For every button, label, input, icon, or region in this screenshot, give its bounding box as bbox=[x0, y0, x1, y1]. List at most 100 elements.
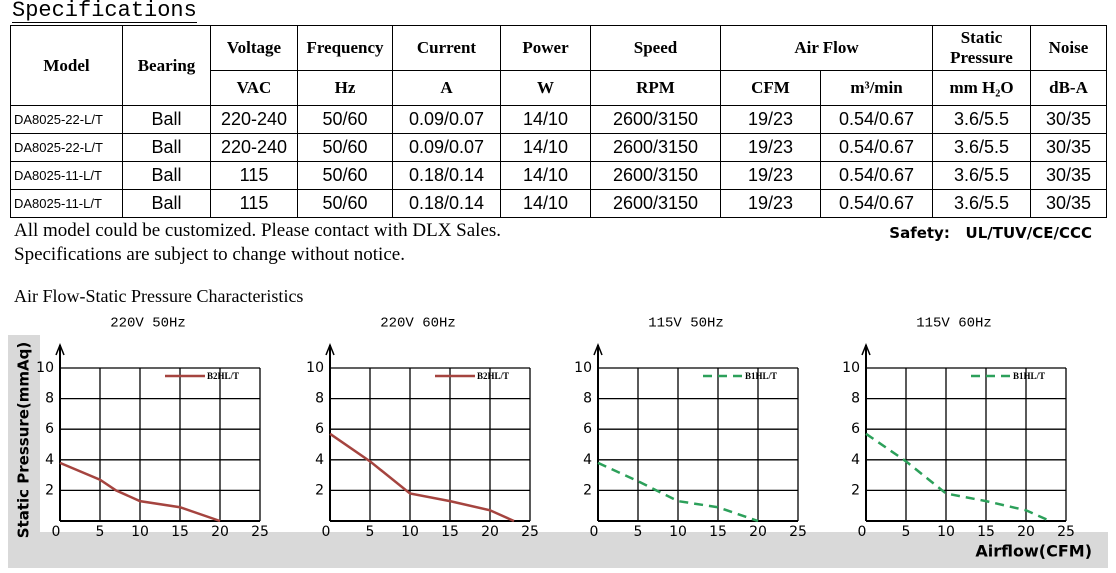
x-tick-label: 25 bbox=[521, 524, 539, 540]
x-tick-label: 0 bbox=[322, 524, 331, 540]
table-cell: DA8025-22-L/T bbox=[10, 105, 123, 134]
header-cell: Current bbox=[392, 25, 501, 71]
y-tick-label: 6 bbox=[45, 421, 54, 437]
heading: Specifications bbox=[12, 0, 197, 23]
x-tick-label: 0 bbox=[52, 524, 61, 540]
table-cell: 0.54/0.67 bbox=[820, 161, 933, 190]
safety: Safety: UL/TUV/CE/CCC bbox=[889, 224, 1092, 242]
x-tick-label: 15 bbox=[709, 524, 727, 540]
y-tick-label: 4 bbox=[45, 452, 54, 468]
x-tick-label: 5 bbox=[96, 524, 105, 540]
x-tick-label: 25 bbox=[789, 524, 807, 540]
note: All model could be customized. Please co… bbox=[14, 220, 502, 241]
x-tick-label: 20 bbox=[481, 524, 499, 540]
y-tick-label: 8 bbox=[851, 391, 860, 407]
table-cell: 19/23 bbox=[720, 105, 821, 134]
x-tick-label: 20 bbox=[1017, 524, 1035, 540]
y-tick-label: 6 bbox=[583, 421, 592, 437]
table-cell: 2600/3150 bbox=[590, 161, 721, 190]
legend-label: B1HL/T bbox=[745, 371, 777, 381]
y-tick-label: 8 bbox=[45, 391, 54, 407]
y-axis-arrow bbox=[593, 342, 603, 356]
y-tick-label: 10 bbox=[36, 360, 54, 376]
unit-cell: CFM bbox=[720, 70, 821, 106]
table-cell: 0.09/0.07 bbox=[392, 133, 501, 162]
x-tick-label: 10 bbox=[131, 524, 149, 540]
x-tick-label: 20 bbox=[211, 524, 229, 540]
safety-value: UL/TUV/CE/CCC bbox=[965, 224, 1092, 242]
y-tick-label: 6 bbox=[315, 421, 324, 437]
x-tick-label: 5 bbox=[366, 524, 375, 540]
table-cell: DA8025-11-L/T bbox=[10, 189, 123, 218]
y-tick-label: 4 bbox=[315, 452, 324, 468]
legend-label: B1HL/T bbox=[1013, 371, 1045, 381]
table-cell: 2600/3150 bbox=[590, 189, 721, 218]
table-row: DA8025-11-L/T Ball 115 50/60 0.18/0.14 14/10 2… bbox=[10, 189, 1107, 218]
line bbox=[59, 461, 221, 523]
y-tick-label: 10 bbox=[306, 360, 324, 376]
x-tick-label: 25 bbox=[251, 524, 269, 540]
chart-title: 220V 60Hz bbox=[380, 316, 456, 332]
x-tick-label: 10 bbox=[937, 524, 955, 540]
table-cell: 115 bbox=[210, 189, 298, 218]
unit-row: VAC Hz A W RPM CFM m³/min mm H₂O dB-A bbox=[11, 70, 1107, 106]
table-cell: 0.54/0.67 bbox=[820, 189, 933, 218]
x-tick-label: 15 bbox=[171, 524, 189, 540]
x-tick-label: 10 bbox=[401, 524, 419, 540]
y-tick-label: 8 bbox=[583, 391, 592, 407]
table-cell: 0.54/0.67 bbox=[820, 105, 933, 134]
y-tick-label: 4 bbox=[851, 452, 860, 468]
unit-cell: W bbox=[500, 70, 591, 106]
x-tick-label: 5 bbox=[902, 524, 911, 540]
table-cell: 50/60 bbox=[297, 105, 393, 134]
unit-cell: A bbox=[392, 70, 501, 106]
legend-label: B2HL/T bbox=[477, 371, 509, 381]
table-cell: 0.18/0.14 bbox=[392, 161, 501, 190]
table-cell: 3.6/5.5 bbox=[932, 105, 1031, 134]
y-tick-label: 8 bbox=[315, 391, 324, 407]
x-tick-label: 20 bbox=[749, 524, 767, 540]
y-tick-label: 2 bbox=[45, 482, 54, 498]
table-cell: 30/35 bbox=[1030, 189, 1107, 218]
table-cell: 30/35 bbox=[1030, 105, 1107, 134]
table-cell: 115 bbox=[210, 161, 298, 190]
y-axis-arrow bbox=[55, 342, 65, 356]
y-axis-arrow bbox=[325, 342, 335, 356]
header-cell: Frequency bbox=[297, 25, 393, 71]
spec-table: Model Bearing Voltage Frequency Current Power… bbox=[10, 25, 1107, 218]
header-cell: Noise bbox=[1030, 25, 1107, 71]
y-tick-label: 6 bbox=[851, 421, 860, 437]
table-cell: 220-240 bbox=[210, 105, 298, 134]
table-cell: 0.18/0.14 bbox=[392, 189, 501, 218]
x-axis-label: Airflow(CFM) bbox=[975, 542, 1092, 561]
line bbox=[597, 461, 759, 523]
y-tick-label: 10 bbox=[842, 360, 860, 376]
x-tick-label: 10 bbox=[669, 524, 687, 540]
x-tick-label: 15 bbox=[977, 524, 995, 540]
safety-label: Safety: bbox=[889, 224, 950, 242]
table-cell: 3.6/5.5 bbox=[932, 189, 1031, 218]
chart-title: 115V 60Hz bbox=[916, 316, 992, 332]
table-cell: 19/23 bbox=[720, 161, 821, 190]
x-tick-label: 25 bbox=[1057, 524, 1075, 540]
table-cell: 50/60 bbox=[297, 189, 393, 218]
header-cell: Bearing bbox=[122, 25, 211, 106]
y-tick-label: 2 bbox=[583, 482, 592, 498]
unit-cell: RPM bbox=[590, 70, 721, 106]
y-tick-label: 4 bbox=[583, 452, 592, 468]
table-cell: 3.6/5.5 bbox=[932, 133, 1031, 162]
line bbox=[865, 432, 1051, 523]
header-cell: Model bbox=[10, 25, 123, 106]
y-band bbox=[8, 335, 40, 568]
y-tick-label: 2 bbox=[851, 482, 860, 498]
y-tick-label: 10 bbox=[574, 360, 592, 376]
table-cell: 19/23 bbox=[720, 133, 821, 162]
y-axis-arrow bbox=[861, 342, 871, 356]
y-axis-label: Static Pressure(mmAq) bbox=[15, 342, 33, 539]
y-tick-label: 2 bbox=[315, 482, 324, 498]
legend-label: B2HL/T bbox=[207, 371, 239, 381]
x-tick-label: 0 bbox=[858, 524, 867, 540]
table-cell: 19/23 bbox=[720, 189, 821, 218]
